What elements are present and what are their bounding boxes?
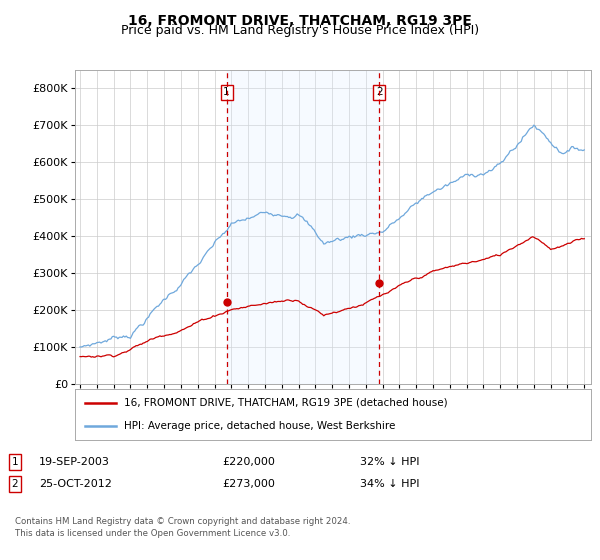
Text: £220,000: £220,000	[222, 457, 275, 467]
Bar	[227, 70, 379, 384]
Text: 1: 1	[11, 457, 19, 467]
Text: HPI: Average price, detached house, West Berkshire: HPI: Average price, detached house, West…	[124, 421, 395, 431]
Text: Price paid vs. HM Land Registry's House Price Index (HPI): Price paid vs. HM Land Registry's House …	[121, 24, 479, 36]
Text: 32% ↓ HPI: 32% ↓ HPI	[360, 457, 419, 467]
Text: 16, FROMONT DRIVE, THATCHAM, RG19 3PE: 16, FROMONT DRIVE, THATCHAM, RG19 3PE	[128, 14, 472, 28]
Text: This data is licensed under the Open Government Licence v3.0.: This data is licensed under the Open Gov…	[15, 529, 290, 538]
Text: 2: 2	[11, 479, 19, 489]
Text: 2: 2	[376, 87, 383, 97]
Text: 34% ↓ HPI: 34% ↓ HPI	[360, 479, 419, 489]
Text: 1: 1	[223, 87, 230, 97]
Text: Contains HM Land Registry data © Crown copyright and database right 2024.: Contains HM Land Registry data © Crown c…	[15, 517, 350, 526]
Text: 25-OCT-2012: 25-OCT-2012	[39, 479, 112, 489]
Text: 16, FROMONT DRIVE, THATCHAM, RG19 3PE (detached house): 16, FROMONT DRIVE, THATCHAM, RG19 3PE (d…	[124, 398, 448, 408]
Text: £273,000: £273,000	[222, 479, 275, 489]
Text: 19-SEP-2003: 19-SEP-2003	[39, 457, 110, 467]
